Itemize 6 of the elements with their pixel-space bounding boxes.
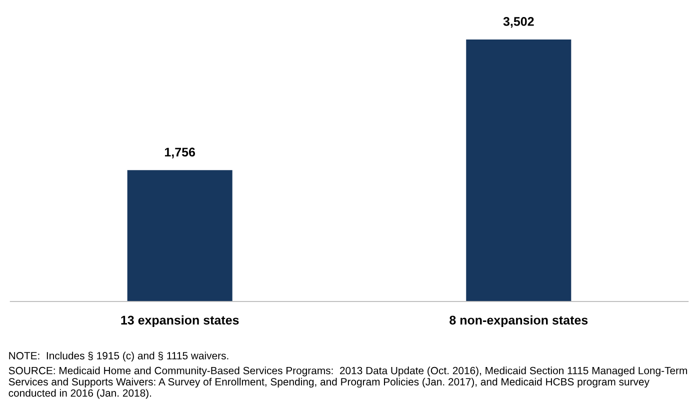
data-label: 3,502	[503, 17, 534, 28]
source-note: SOURCE: Medicaid Home and Community-Based Services Programs: 2013 Data Update (Oct. 2016), Medicaid Section 1115 Managed Long-Term Services and Supports Waivers: A Survey of Enrollment, Spending, and Program Policies (Jan. 2017), and Medicaid HCBS program survey conducted in 2016 (Jan. 2018).	[8, 366, 687, 399]
data-label: 1,756	[164, 148, 196, 158]
x-tick-label: 8 non-expansion states	[450, 315, 588, 328]
x-tick-label: 13 expansion states	[121, 315, 239, 328]
text: NOTE: Includes § 1915 (c) and § 1115 waivers.	[9, 352, 228, 362]
